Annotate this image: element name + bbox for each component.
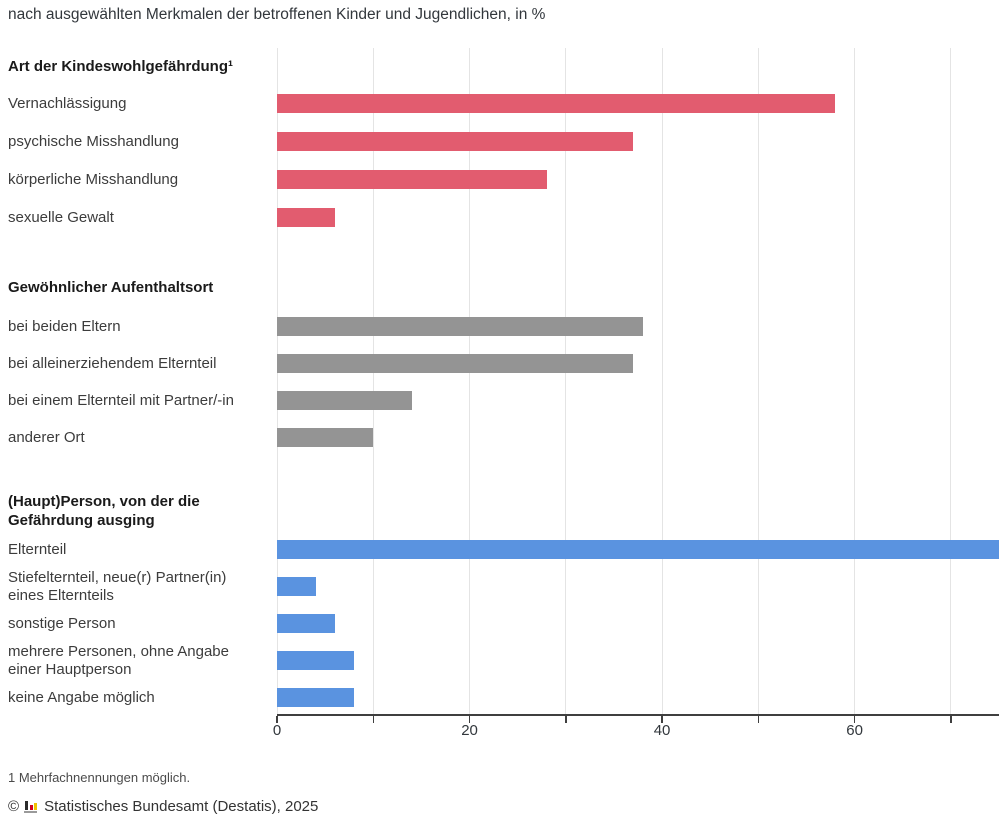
- row-label: bei einem Elternteil mit Partner/-in: [8, 391, 234, 409]
- x-tick-label-0: 0: [272, 722, 282, 739]
- bar: [277, 614, 335, 633]
- gridline-20: [469, 48, 471, 714]
- bar: [277, 132, 634, 151]
- group-header-1: Art der Kindeswohlgefährdung¹: [8, 58, 233, 75]
- row-label: sexuelle Gewalt: [8, 208, 114, 226]
- row-label: körperliche Misshandlung: [8, 170, 179, 188]
- row-label: psychische Misshandlung: [8, 132, 179, 150]
- bar: [277, 428, 374, 447]
- gridline-60: [854, 48, 856, 714]
- row-label: Vernachlässigung: [8, 94, 127, 112]
- row-label: sonstige Person: [8, 614, 116, 632]
- bar: [277, 208, 335, 227]
- chart-footnote: 1 Mehrfachnennungen möglich.: [8, 770, 191, 785]
- bar: [277, 651, 354, 670]
- gridline-0: [276, 48, 278, 714]
- x-axis-tick-40: [661, 716, 663, 723]
- x-axis-line: [277, 714, 999, 716]
- row-label: mehrere Personen, ohne Angabe einer Haupt…: [8, 642, 229, 678]
- destatis-bar-chart-icon: [24, 800, 39, 813]
- x-tick-label-20: 20: [461, 722, 478, 739]
- row-label: bei beiden Eltern: [8, 317, 121, 335]
- x-tick-label-40: 40: [653, 722, 671, 739]
- group-header-3: (Haupt)Person, von der die Gefährdung aus…: [8, 493, 200, 529]
- x-axis-tick-0: [276, 716, 278, 723]
- group-header-2: Gewöhnlicher Aufenthaltsort: [8, 279, 214, 296]
- row-label: bei alleinerziehendem Elternteil: [8, 354, 217, 372]
- bar: [277, 391, 412, 410]
- row-label: Stiefelternteil, neue(r) Partner(in) eine…: [8, 568, 227, 604]
- row-label: anderer Ort: [8, 428, 85, 446]
- x-axis-tick-70: [950, 716, 952, 723]
- chart-subtitle: nach ausgewählten Merkmalen der betroffe…: [8, 6, 546, 23]
- row-label: Elternteil: [8, 540, 67, 558]
- gridline-50: [757, 48, 759, 714]
- gridline-10: [372, 48, 374, 714]
- bar: [277, 94, 836, 113]
- x-tick-label-60: 60: [846, 722, 863, 739]
- copyright-line: © Statistisches Bundesamt (Destatis), 20…: [8, 798, 318, 815]
- bar: [277, 688, 354, 707]
- bar: [277, 540, 999, 559]
- x-axis-tick-10: [372, 716, 375, 723]
- x-axis-tick-50: [757, 716, 760, 723]
- gridline-40: [661, 48, 663, 714]
- copyright-symbol: ©: [8, 798, 20, 815]
- gridline-70: [950, 48, 952, 714]
- x-axis-tick-60: [853, 716, 856, 723]
- x-axis-tick-30: [565, 716, 567, 723]
- bar: [277, 317, 643, 336]
- gridline-30: [565, 48, 567, 714]
- row-label: keine Angabe möglich: [8, 688, 155, 706]
- bar: [277, 577, 316, 596]
- bar: [277, 354, 634, 373]
- bar: [277, 170, 547, 189]
- x-axis-tick-20: [468, 716, 471, 723]
- copyright-text: Statistisches Bundesamt (Destatis), 2025: [44, 798, 319, 815]
